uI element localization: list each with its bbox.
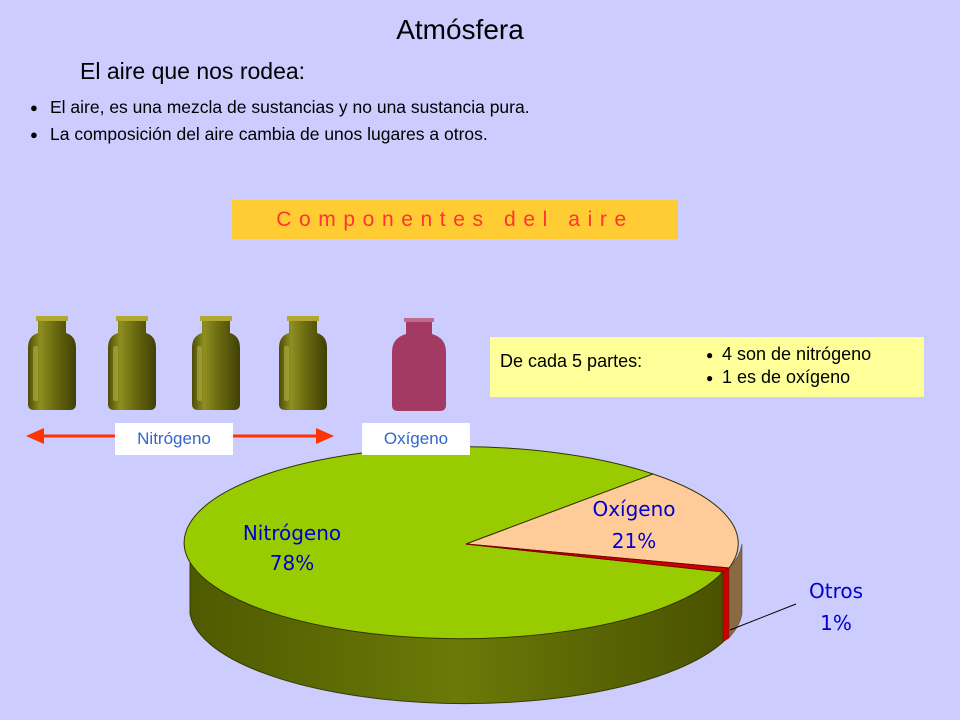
pie-chart: Nitrógeno 78% Oxígeno 21% Otros 1% xyxy=(183,446,863,705)
pie-label-oxygen-value: 21% xyxy=(612,529,656,553)
proportion-lead: De cada 5 partes: xyxy=(500,351,643,371)
nitrogen-bottle-4 xyxy=(279,316,327,410)
bullet-dot-icon: ● xyxy=(30,127,38,142)
pie-label-others-name: Otros xyxy=(809,579,863,603)
proportion-item: ● 4 son de nitrógeno xyxy=(706,343,871,366)
pie-label-others-value: 1% xyxy=(820,611,852,635)
proportion-list: ● 4 son de nitrógeno ● 1 es de oxígeno xyxy=(706,343,871,389)
bullet-item: ● El aire, es una mezcla de sustancias y… xyxy=(30,94,698,121)
bullet-dot-icon: ● xyxy=(30,100,38,115)
proportion-box: De cada 5 partes: ● 4 son de nitrógeno ●… xyxy=(490,337,924,397)
slide-subtitle: El aire que nos rodea: xyxy=(80,58,306,84)
bullet-text: La composición del aire cambia de unos l… xyxy=(50,124,488,144)
pie-label-nitrogen-name: Nitrógeno xyxy=(243,521,341,545)
components-banner: Componentes del aire xyxy=(232,200,678,239)
proportion-item-text: 4 son de nitrógeno xyxy=(722,344,872,364)
proportion-item: ● 1 es de oxígeno xyxy=(706,366,871,389)
bullet-list: ● El aire, es una mezcla de sustancias y… xyxy=(30,94,698,148)
bullet-dot-icon: ● xyxy=(706,348,714,362)
bullet-item: ● La composición del aire cambia de unos… xyxy=(30,121,698,148)
pie-slice-oxygen xyxy=(465,473,739,569)
nitrogen-bottle-2 xyxy=(108,316,156,410)
oxygen-label: Oxígeno xyxy=(362,423,470,455)
bullet-dot-icon: ● xyxy=(706,371,714,385)
bullet-text: El aire, es una mezcla de sustancias y n… xyxy=(50,97,530,117)
oxygen-bottle xyxy=(392,318,446,411)
pie-label-nitrogen-value: 78% xyxy=(270,551,314,575)
slide-title: Atmósfera xyxy=(396,14,524,45)
pie-side-others xyxy=(722,567,730,643)
pie-side-oxygen xyxy=(728,543,743,639)
pie-slice-others xyxy=(465,543,731,573)
nitrogen-bottle-3 xyxy=(192,316,240,410)
proportion-item-text: 1 es de oxígeno xyxy=(722,367,851,387)
nitrogen-bottle-1 xyxy=(28,316,76,410)
pie-leader-line xyxy=(729,603,797,631)
pie-label-oxygen-name: Oxígeno xyxy=(592,497,675,521)
nitrogen-label: Nitrógeno xyxy=(115,423,233,455)
